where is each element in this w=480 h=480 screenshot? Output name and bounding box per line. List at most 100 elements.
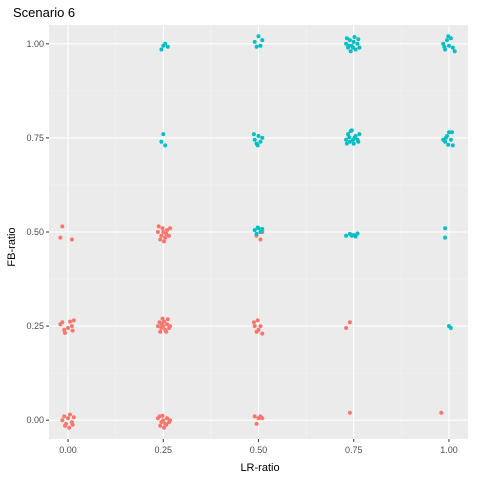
data-point-series-2 [159,139,164,144]
y-tick-label: 0.50 [26,227,44,237]
data-point-series-1 [162,425,166,430]
data-point-series-1 [165,322,170,327]
data-point-series-2 [163,143,168,148]
data-point-series-2 [254,44,259,49]
x-axis-title: LR-ratio [240,462,279,474]
data-point-series-2 [351,141,356,146]
data-point-series-1 [258,324,263,329]
data-point-series-1 [347,410,352,415]
data-point-series-1 [66,416,70,421]
data-point-series-2 [355,231,360,236]
data-point-series-2 [448,326,453,330]
data-point-series-2 [344,141,349,146]
data-point-series-1 [158,237,163,242]
data-point-series-2 [452,49,457,54]
data-point-series-1 [160,226,165,231]
data-point-series-1 [161,418,166,423]
data-point-series-1 [159,233,164,238]
data-point-series-2 [443,235,448,240]
data-point-series-1 [60,418,65,423]
data-point-series-1 [60,224,65,229]
data-point-series-2 [441,41,446,46]
data-point-series-2 [161,132,166,137]
data-point-series-1 [162,239,166,244]
data-point-series-1 [158,329,163,334]
data-point-series-2 [159,47,164,52]
data-point-series-1 [68,412,72,417]
data-point-series-1 [160,413,165,418]
data-point-series-1 [168,324,173,329]
data-point-series-1 [69,324,74,329]
data-point-series-2 [344,137,349,142]
y-axis-title: FB-ratio [6,227,18,266]
data-point-series-1 [165,317,170,322]
data-point-series-1 [347,320,352,325]
data-point-series-1 [439,410,444,415]
data-point-series-2 [344,36,349,41]
data-point-series-2 [347,135,352,140]
x-tick-label: 1.00 [440,445,458,455]
data-point-series-1 [66,326,70,330]
data-point-series-2 [356,37,361,42]
data-point-series-2 [443,135,448,140]
data-point-series-2 [357,132,362,137]
data-point-series-1 [160,316,165,321]
data-point-series-1 [159,322,164,327]
y-axis-ticks: 0.00 0.25 0.50 0.75 1.00 [26,39,49,425]
x-tick-label: 0.75 [345,445,363,455]
data-point-series-2 [349,233,354,238]
data-point-series-2 [443,139,448,144]
data-point-series-1 [69,237,74,242]
data-point-series-2 [258,43,263,48]
data-point-series-1 [164,422,169,427]
data-point-series-2 [446,34,451,39]
data-point-series-1 [254,421,259,426]
data-point-series-1 [155,324,160,329]
data-point-series-2 [258,230,263,234]
data-point-series-2 [348,49,353,54]
data-point-series-2 [260,135,265,140]
data-point-series-2 [351,39,356,44]
data-point-series-2 [163,41,168,46]
data-point-series-2 [256,134,261,138]
data-point-series-2 [448,137,453,142]
data-point-series-2 [450,130,454,135]
data-point-series-1 [255,318,260,323]
data-point-series-1 [71,318,76,323]
data-point-series-1 [68,319,72,324]
data-point-series-1 [168,418,173,423]
data-point-series-1 [161,230,166,234]
data-point-series-2 [447,43,451,48]
data-point-series-2 [450,45,455,50]
data-point-series-2 [346,132,350,137]
x-tick-label: 0.00 [59,445,77,455]
data-point-series-1 [258,237,263,242]
chart-title: Scenario 6 [13,5,75,20]
data-point-series-2 [252,228,257,233]
data-point-series-2 [447,130,451,135]
data-point-series-1 [168,226,173,231]
data-point-series-2 [348,129,353,134]
x-tick-label: 0.25 [155,445,173,455]
data-point-series-1 [164,231,169,236]
data-point-series-1 [156,224,161,229]
data-point-series-2 [256,34,261,39]
data-point-series-1 [165,416,170,421]
data-point-series-2 [443,226,448,231]
data-point-series-1 [163,235,168,240]
data-point-series-2 [258,139,263,144]
x-axis-ticks: 0.00 0.25 0.50 0.75 1.00 [59,439,458,455]
y-tick-label: 0.00 [26,415,44,425]
data-point-series-1 [70,328,75,333]
data-point-series-2 [347,43,352,48]
data-point-series-1 [62,414,67,419]
data-point-series-2 [260,38,265,43]
data-point-series-2 [347,139,352,144]
data-point-series-1 [164,329,169,334]
data-point-series-1 [62,327,67,332]
y-tick-label: 0.75 [26,133,44,143]
data-point-series-2 [355,41,360,46]
data-point-series-2 [255,225,260,230]
data-point-series-1 [252,414,257,419]
